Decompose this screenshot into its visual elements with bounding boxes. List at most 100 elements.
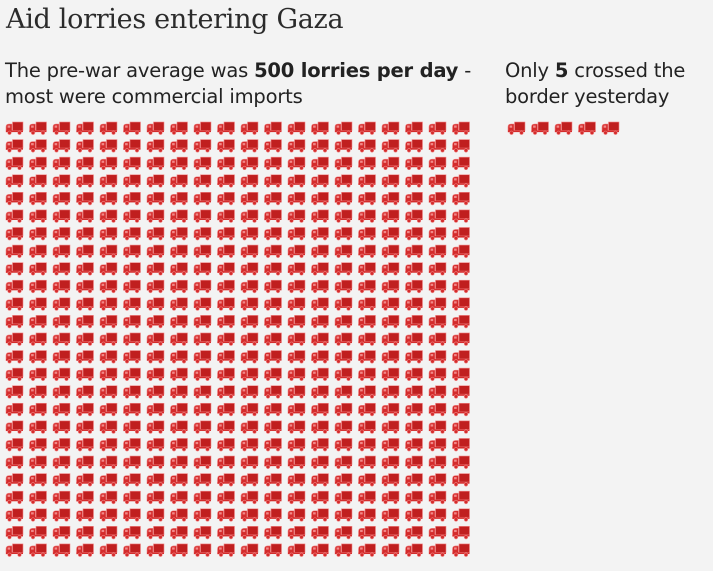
truck-icon	[217, 121, 235, 135]
truck-icon	[123, 139, 141, 153]
truck-icon	[452, 526, 470, 540]
chart-title: Aid lorries entering Gaza	[6, 4, 344, 35]
truck-icon	[452, 262, 470, 276]
truck-icon	[405, 490, 423, 505]
truck-icon	[334, 420, 353, 434]
truck-icon	[311, 367, 329, 382]
truck-icon	[52, 174, 71, 188]
truck-icon	[76, 209, 94, 223]
truck-icon	[99, 279, 118, 294]
truck-icon	[264, 315, 282, 329]
truck-icon	[193, 315, 212, 329]
truck-icon	[76, 385, 94, 399]
truck-icon	[334, 402, 353, 417]
truck-icon	[452, 455, 470, 469]
truck-icon	[405, 227, 423, 241]
truck-icon	[334, 139, 353, 153]
truck-icon	[381, 420, 400, 434]
truck-icon	[381, 262, 400, 276]
truck-icon	[52, 244, 71, 258]
truck-icon	[240, 508, 259, 522]
truck-icon	[29, 543, 47, 557]
truck-icon	[287, 350, 306, 364]
truck-icon	[170, 526, 188, 540]
truck-icon	[146, 508, 165, 522]
truck-icon	[5, 508, 24, 522]
yesterday-caption-highlight: 5	[554, 59, 569, 82]
truck-icon	[29, 192, 47, 206]
truck-icon	[193, 139, 212, 153]
truck-icon	[123, 315, 141, 329]
truck-icon	[452, 420, 470, 434]
truck-icon	[5, 385, 24, 399]
truck-icon	[217, 297, 235, 311]
truck-icon	[217, 508, 235, 522]
truck-icon	[5, 420, 24, 434]
truck-icon	[287, 139, 306, 153]
truck-icon	[311, 297, 329, 311]
truck-icon	[217, 402, 235, 417]
truck-icon	[240, 192, 259, 206]
truck-icon	[240, 279, 259, 294]
truck-icon	[428, 262, 447, 276]
truck-icon	[146, 455, 165, 469]
truck-icon	[52, 350, 71, 364]
truck-icon	[452, 508, 470, 522]
truck-icon	[76, 297, 94, 311]
truck-icon	[123, 385, 141, 399]
truck-icon	[5, 402, 24, 417]
truck-icon	[146, 526, 165, 540]
truck-icon	[381, 490, 400, 505]
truck-icon	[123, 490, 141, 505]
truck-icon	[146, 279, 165, 294]
truck-icon	[146, 297, 165, 311]
truck-icon	[217, 526, 235, 540]
truck-icon	[334, 385, 353, 399]
truck-icon	[405, 139, 423, 153]
truck-icon	[146, 350, 165, 364]
truck-icon	[5, 209, 24, 223]
truck-icon	[193, 367, 212, 382]
truck-icon	[146, 262, 165, 276]
truck-icon	[52, 227, 71, 241]
truck-icon	[287, 526, 306, 540]
truck-icon	[193, 209, 212, 223]
yesterday-caption-text-end: crossed the border yesterday	[505, 59, 686, 108]
truck-icon	[123, 420, 141, 434]
truck-icon	[146, 156, 165, 171]
truck-icon	[311, 350, 329, 364]
truck-icon	[52, 279, 71, 294]
truck-icon	[358, 543, 376, 557]
truck-icon	[264, 420, 282, 434]
truck-icon	[428, 350, 447, 364]
truck-icon	[311, 438, 329, 452]
truck-icon	[240, 244, 259, 258]
truck-icon	[29, 227, 47, 241]
truck-icon	[381, 244, 400, 258]
truck-icon	[123, 473, 141, 487]
truck-icon	[428, 490, 447, 505]
truck-icon	[5, 332, 24, 346]
truck-icon	[29, 279, 47, 294]
truck-icon	[5, 543, 24, 557]
truck-icon	[405, 332, 423, 346]
truck-icon	[452, 174, 470, 188]
truck-icon	[99, 438, 118, 452]
truck-icon	[193, 402, 212, 417]
truck-icon	[52, 420, 71, 434]
truck-icon	[146, 209, 165, 223]
truck-icon	[428, 367, 447, 382]
truck-icon	[428, 121, 447, 135]
truck-icon	[311, 262, 329, 276]
truck-icon	[264, 490, 282, 505]
truck-icon	[452, 438, 470, 452]
truck-icon	[170, 174, 188, 188]
truck-icon	[264, 174, 282, 188]
truck-icon	[99, 156, 118, 171]
truck-icon	[428, 227, 447, 241]
truck-icon	[452, 156, 470, 171]
truck-icon	[358, 490, 376, 505]
truck-icon	[358, 473, 376, 487]
truck-icon	[240, 420, 259, 434]
truck-icon	[358, 367, 376, 382]
